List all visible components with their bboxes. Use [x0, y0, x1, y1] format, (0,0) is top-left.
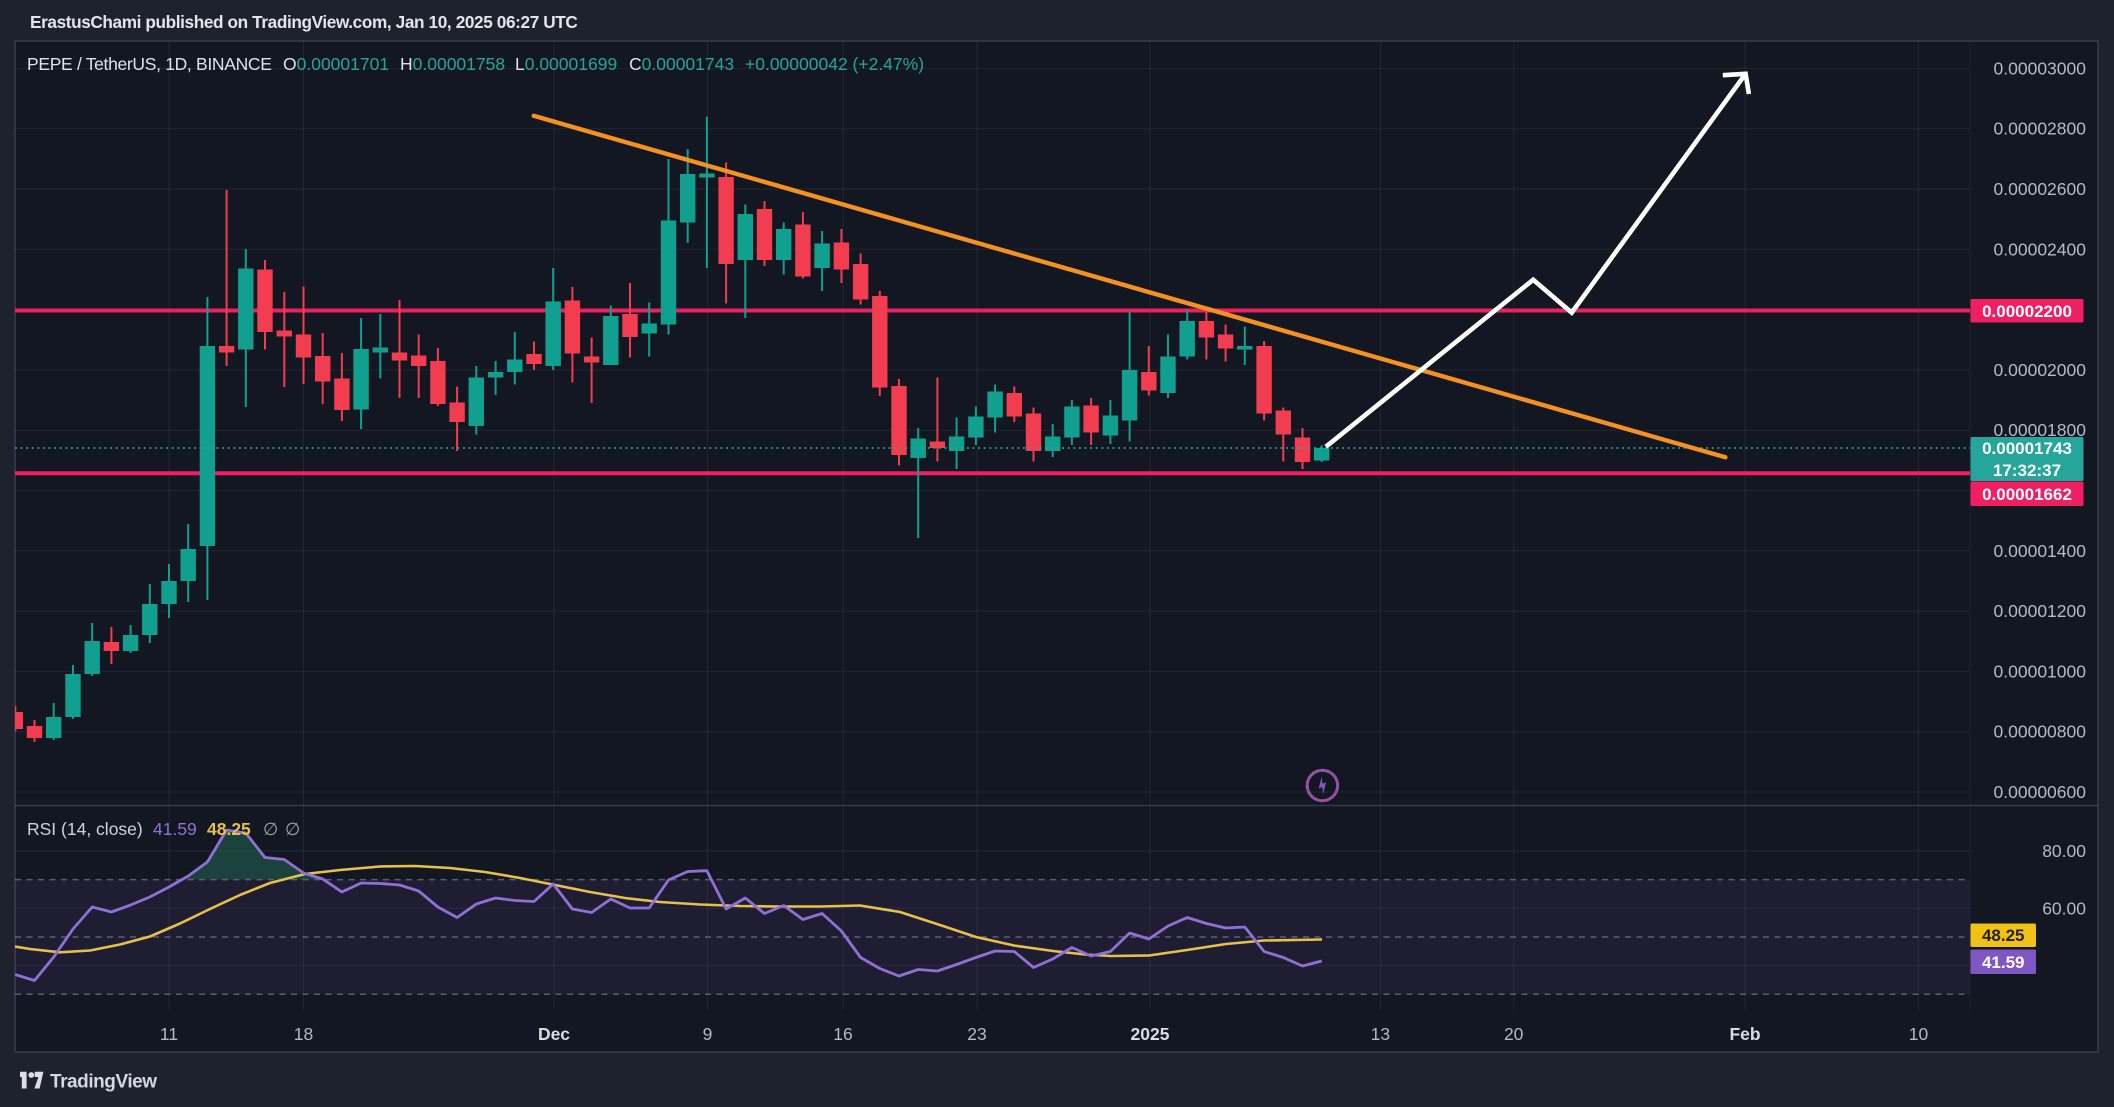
svg-text:H0.00001758: H0.00001758 [400, 54, 505, 74]
svg-text:ErastusChami published on Trad: ErastusChami published on TradingView.co… [30, 12, 577, 32]
svg-text:13: 13 [1371, 1024, 1390, 1044]
svg-text:RSI (14, close): RSI (14, close) [27, 819, 143, 839]
svg-text:∅: ∅ [263, 819, 278, 839]
svg-text:2025: 2025 [1131, 1024, 1170, 1044]
svg-text:0.00002200: 0.00002200 [1982, 302, 2072, 321]
svg-text:+0.00000042 (+2.47%): +0.00000042 (+2.47%) [745, 54, 924, 74]
svg-text:C0.00001743: C0.00001743 [629, 54, 734, 74]
svg-text:20: 20 [1504, 1024, 1524, 1044]
svg-text:L0.00001699: L0.00001699 [515, 54, 617, 74]
svg-text:0.00000800: 0.00000800 [1994, 722, 2087, 742]
svg-text:TradingView: TradingView [50, 1072, 157, 1093]
svg-text:0.00001800: 0.00001800 [1994, 420, 2087, 440]
svg-text:0.00001743: 0.00001743 [1982, 439, 2072, 458]
svg-text:80.00: 80.00 [2042, 841, 2086, 861]
svg-text:48.25: 48.25 [1982, 926, 2025, 945]
svg-text:∅: ∅ [285, 819, 300, 839]
svg-text:Dec: Dec [538, 1024, 570, 1044]
svg-text:0.00003000: 0.00003000 [1994, 58, 2087, 78]
svg-text:23: 23 [967, 1024, 986, 1044]
svg-text:48.25: 48.25 [207, 819, 251, 839]
svg-text:0.00002600: 0.00002600 [1994, 179, 2087, 199]
svg-text:9: 9 [703, 1024, 713, 1044]
svg-text:Feb: Feb [1729, 1024, 1760, 1044]
svg-text:11: 11 [160, 1024, 178, 1044]
svg-text:0.00002000: 0.00002000 [1994, 360, 2087, 380]
svg-text:0.00002800: 0.00002800 [1994, 119, 2087, 139]
svg-text:18: 18 [294, 1024, 313, 1044]
svg-text:0.00001400: 0.00001400 [1994, 541, 2087, 561]
svg-text:16: 16 [833, 1024, 852, 1044]
svg-text:10: 10 [1909, 1024, 1929, 1044]
svg-text:60.00: 60.00 [2042, 898, 2086, 918]
svg-text:0.00001200: 0.00001200 [1994, 601, 2087, 621]
svg-text:0.00000600: 0.00000600 [1994, 782, 2087, 802]
svg-text:O0.00001701: O0.00001701 [283, 54, 389, 74]
svg-text:0.00001000: 0.00001000 [1994, 661, 2087, 681]
svg-text:41.59: 41.59 [153, 819, 197, 839]
svg-text:PEPE / TetherUS, 1D, BINANCE: PEPE / TetherUS, 1D, BINANCE [27, 54, 272, 74]
svg-text:0.00001662: 0.00001662 [1982, 485, 2072, 504]
svg-text:0.00002400: 0.00002400 [1994, 239, 2087, 259]
svg-text:17:32:37: 17:32:37 [1993, 461, 2061, 480]
svg-text:41.59: 41.59 [1982, 953, 2025, 972]
